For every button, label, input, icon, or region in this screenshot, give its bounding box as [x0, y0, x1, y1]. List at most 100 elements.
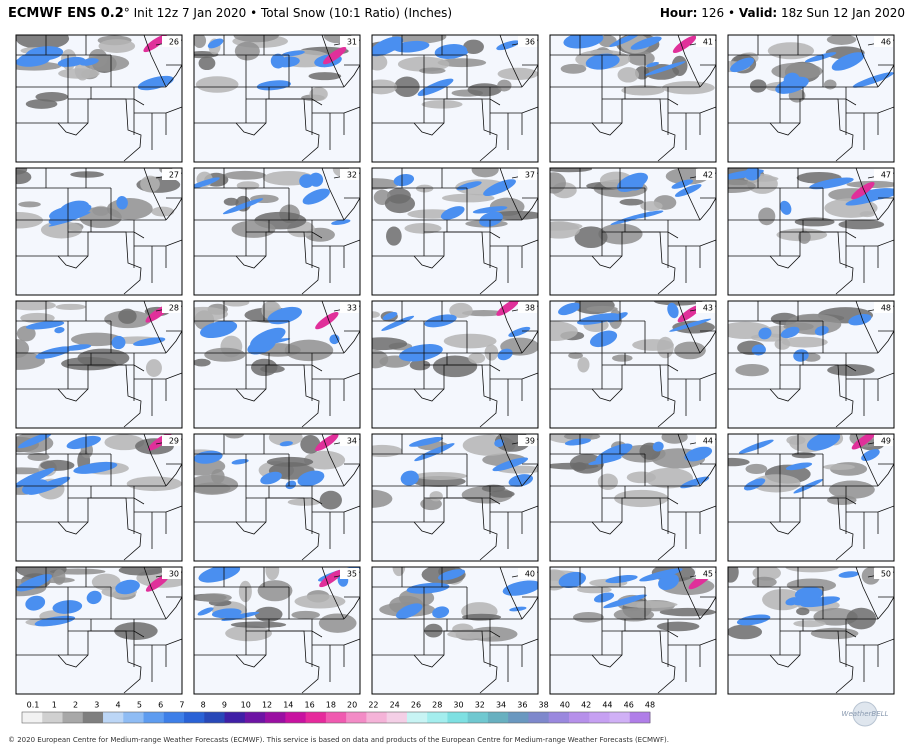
snow-area	[658, 573, 679, 590]
snow-area	[667, 302, 679, 319]
snow-area	[267, 306, 303, 325]
panel-frame	[727, 300, 895, 429]
map-panel: 35	[193, 566, 361, 695]
snow-area	[27, 452, 50, 461]
snow-area	[211, 608, 242, 618]
snow-area	[429, 491, 443, 502]
snow-area	[437, 569, 466, 581]
snow-area	[728, 567, 739, 583]
panel-frame	[549, 300, 717, 429]
snow-area	[791, 452, 816, 459]
colorbar-label: 44	[602, 701, 612, 710]
snow-area	[659, 607, 716, 617]
snow-area	[55, 303, 86, 311]
panel-frame	[193, 433, 361, 562]
snow-area	[315, 311, 339, 330]
snow-area	[285, 480, 297, 490]
snow-field	[728, 434, 885, 506]
color-swatch	[406, 712, 428, 723]
snow-area	[257, 580, 293, 602]
map-panel: 40	[371, 566, 539, 695]
snow-area	[329, 334, 340, 345]
colorbar-label: 12	[262, 701, 272, 710]
snow-area	[798, 230, 811, 244]
snow-area	[809, 177, 854, 190]
snow-area	[497, 348, 513, 361]
map-panel: 29	[15, 433, 183, 562]
snow-area	[16, 301, 56, 311]
snow-area	[197, 607, 214, 616]
snow-area	[793, 620, 826, 628]
snow-area	[297, 470, 325, 487]
panel-number: 48	[881, 304, 891, 313]
color-swatch	[305, 712, 327, 723]
snow-area	[198, 567, 241, 583]
snow-area	[677, 304, 702, 323]
snow-area	[589, 330, 618, 348]
label-box	[340, 568, 359, 579]
colorbar-label: 32	[475, 701, 485, 710]
snow-area	[409, 437, 444, 447]
snow-area	[560, 63, 587, 74]
panel-number: 35	[347, 570, 357, 579]
panel-number: 36	[525, 38, 535, 47]
snow-area	[728, 179, 756, 193]
snow-area	[231, 220, 276, 238]
snow-area	[771, 62, 823, 80]
snow-area	[194, 306, 228, 322]
snow-area	[639, 568, 683, 582]
colorbar-label: 8	[201, 701, 206, 710]
label-box	[874, 169, 893, 180]
snow-area	[669, 318, 712, 332]
snow-area	[852, 72, 894, 88]
snow-area	[331, 219, 351, 225]
label-box	[874, 435, 893, 446]
snow-area	[472, 206, 508, 214]
snow-area	[200, 320, 238, 339]
snow-area	[577, 357, 590, 373]
hour: 126	[701, 6, 724, 20]
panel-number: 44	[703, 437, 713, 446]
label-box	[340, 435, 359, 446]
snow-area	[509, 606, 527, 612]
label-box	[162, 568, 181, 579]
snow-area	[419, 67, 446, 74]
snow-area	[126, 476, 182, 492]
snow-area	[372, 489, 393, 508]
snow-area	[619, 198, 644, 206]
panel-background	[550, 301, 716, 428]
map-panel: 32	[193, 167, 361, 296]
snow-area	[743, 478, 766, 491]
panel-frame	[371, 433, 539, 562]
snow-area	[230, 621, 287, 629]
snow-area	[672, 320, 715, 334]
snow-field	[728, 567, 881, 640]
snow-area	[644, 61, 686, 76]
snow-area	[786, 435, 806, 445]
color-swatch	[163, 712, 185, 723]
snow-area	[640, 201, 663, 212]
snow-area	[449, 302, 473, 319]
snow-area	[758, 207, 776, 226]
panel-frame	[727, 34, 895, 163]
snow-area	[576, 313, 619, 325]
snow-area	[586, 305, 618, 313]
snow-area	[234, 41, 260, 61]
snow-area	[91, 573, 121, 591]
snow-area	[291, 610, 320, 619]
description: ° Init 12z 7 Jan 2020 • Total Snow (10:1…	[124, 6, 452, 20]
snow-area	[49, 205, 86, 222]
panel-grid: 26 31 36 41 46 27 32 37 42 47 28 33 38 43 48 29 34 39 44 49…	[15, 34, 895, 695]
color-swatch	[265, 712, 286, 723]
snow-area	[607, 312, 628, 323]
snow-area	[461, 613, 502, 621]
snow-area	[612, 354, 633, 362]
label-box	[696, 435, 715, 446]
map-panel: 31	[193, 34, 361, 163]
snow-area	[653, 301, 703, 306]
snow-area	[384, 194, 416, 214]
snow-area	[680, 476, 710, 489]
snow-field	[16, 434, 182, 500]
logo: WeatherBELL	[842, 710, 889, 718]
snow-area	[279, 441, 293, 447]
